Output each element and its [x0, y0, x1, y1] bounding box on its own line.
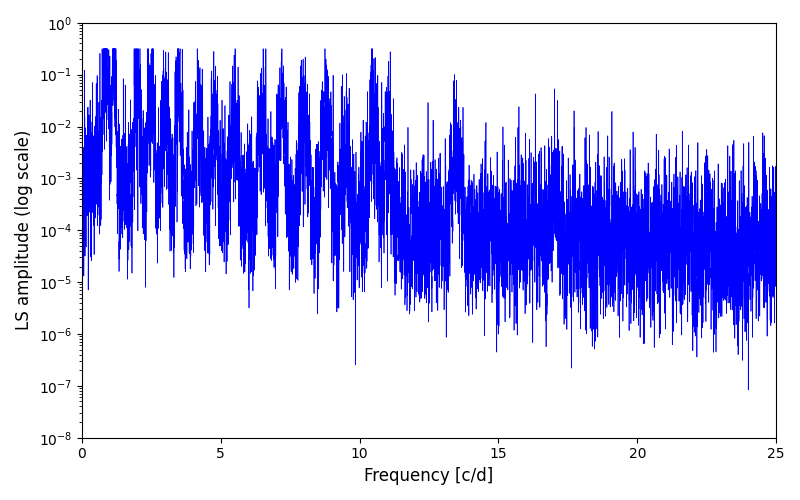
X-axis label: Frequency [c/d]: Frequency [c/d] — [364, 467, 494, 485]
Y-axis label: LS amplitude (log scale): LS amplitude (log scale) — [15, 130, 33, 330]
